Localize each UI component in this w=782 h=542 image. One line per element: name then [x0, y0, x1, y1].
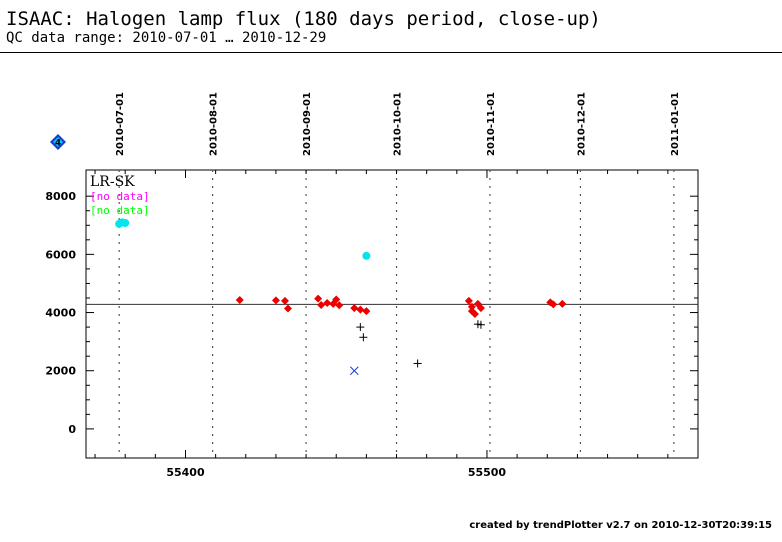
chart-title: ISAAC: Halogen lamp flux (180 days perio… — [6, 8, 601, 30]
data-point-circle — [121, 218, 130, 227]
data-point-plus — [413, 359, 422, 368]
data-point-diamond — [476, 304, 485, 313]
data-point-diamond — [271, 296, 280, 305]
header-divider — [0, 52, 782, 53]
data-point-diamond — [332, 295, 341, 304]
data-point-diamond — [280, 296, 289, 305]
data-point-diamond — [283, 304, 292, 313]
top-axis-date-label: 2011-01-01 — [670, 92, 681, 156]
x-tick-label: 55500 — [468, 466, 507, 479]
data-point-diamond — [549, 300, 558, 309]
data-point-diamond — [362, 307, 371, 316]
chart-header: ISAAC: Halogen lamp flux (180 days perio… — [6, 8, 776, 46]
top-axis-date-label: 2010-10-01 — [393, 92, 404, 156]
data-point-diamond — [356, 305, 365, 314]
y-tick-label: 8000 — [45, 190, 76, 203]
y-tick-label: 2000 — [45, 365, 76, 378]
legend-entry: [no data] — [90, 204, 150, 217]
data-point-diamond — [350, 304, 359, 313]
data-point-x — [349, 366, 359, 376]
data-point-diamond — [464, 296, 473, 305]
y-tick-label: 4000 — [45, 307, 76, 320]
badge-label: 4 — [55, 139, 61, 149]
chart-subtitle: QC data range: 2010-07-01 … 2010-12-29 — [6, 30, 327, 46]
top-axis-date-label: 2010-08-01 — [209, 92, 220, 156]
top-axis-date-label: 2010-12-01 — [576, 92, 587, 156]
data-point-diamond — [323, 298, 332, 307]
data-point-plus — [359, 333, 368, 342]
data-point-plus — [356, 323, 365, 332]
top-axis-date-label: 2010-07-01 — [115, 92, 126, 156]
data-point-diamond — [558, 299, 567, 308]
legend-entry: [no data] — [90, 190, 150, 203]
data-point-diamond — [467, 302, 476, 311]
data-point-diamond — [317, 300, 326, 309]
data-point-diamond — [235, 296, 244, 305]
data-point-diamond — [314, 294, 323, 303]
plot-frame — [85, 169, 699, 459]
badge-inner — [53, 137, 63, 147]
x-stroke — [349, 366, 359, 376]
legend-entry: LR-SK — [90, 174, 135, 190]
y-tick-label: 0 — [68, 423, 76, 436]
footer-credit: created by trendPlotter v2.7 on 2010-12-… — [469, 520, 772, 531]
top-axis-date-label: 2010-11-01 — [486, 92, 497, 156]
data-point-diamond — [335, 301, 344, 310]
top-axis-date-label: 2010-09-01 — [302, 92, 313, 156]
data-point-circle — [362, 251, 371, 260]
y-tick-label: 6000 — [45, 248, 76, 261]
data-point-diamond — [470, 310, 479, 318]
plot-number-badge: 4 — [50, 134, 66, 150]
data-point-plus — [476, 320, 485, 329]
x-tick-label: 55400 — [166, 466, 205, 479]
